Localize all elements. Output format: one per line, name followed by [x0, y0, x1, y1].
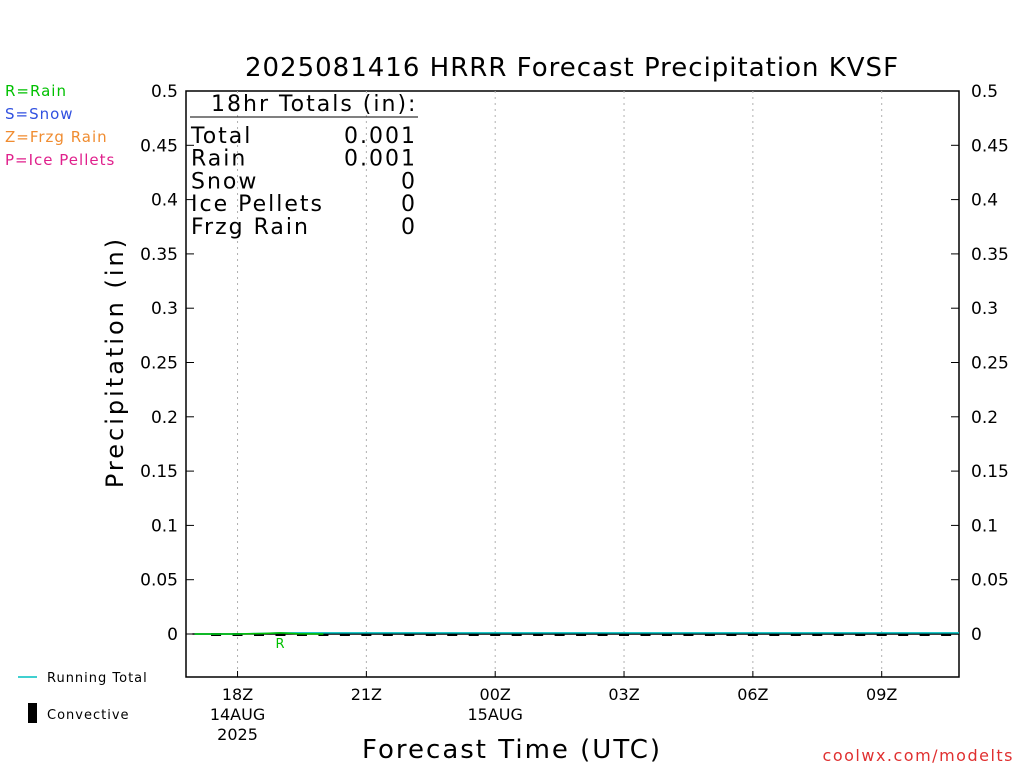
- totals-row-label: Snow: [191, 169, 258, 194]
- y-tick-label-right: 0.05: [971, 571, 1009, 591]
- convective-bar: [941, 633, 952, 636]
- data-series: R: [192, 632, 959, 652]
- y-tick-label-right: 0.25: [971, 354, 1009, 374]
- y-tick-label-right: 0.1: [971, 516, 998, 536]
- convective-bar: [275, 633, 286, 636]
- running-total-legend-label: Running Total: [47, 671, 148, 686]
- precip-type-legend: R=Rain S=Snow Z=Frzg Rain P=Ice Pellets: [5, 82, 115, 169]
- convective-bar: [490, 633, 501, 636]
- totals-row-value: 0: [401, 169, 417, 194]
- y-tick-label: 0.35: [140, 245, 178, 265]
- convective-bar: [254, 633, 265, 636]
- y-tick-label-right: 0: [971, 625, 982, 645]
- bottom-legend: Running Total Convective: [18, 671, 148, 723]
- x-tick-label: 18Z: [222, 685, 253, 704]
- convective-bar: [382, 633, 393, 636]
- totals-row-label: Ice Pellets: [191, 192, 324, 217]
- convective-bar: [597, 633, 608, 636]
- convective-legend-label: Convective: [47, 708, 130, 723]
- convective-bar: [898, 633, 909, 636]
- convective-bar: [833, 633, 844, 636]
- y-tick-label: 0.2: [151, 408, 178, 428]
- x-tick-date: 14AUG: [210, 705, 265, 724]
- convective-bar: [726, 633, 737, 636]
- convective-bar: [404, 633, 415, 636]
- type-legend-item: S=Snow: [5, 105, 74, 123]
- totals-row-value: 0: [401, 215, 417, 240]
- y-tick-label: 0.3: [151, 299, 178, 319]
- x-tick-year: 2025: [217, 725, 258, 744]
- totals-row-label: Total: [190, 124, 252, 149]
- convective-bar: [747, 633, 758, 636]
- plot-frame: [185, 90, 960, 678]
- y-tick-label-right: 0.2: [971, 408, 998, 428]
- type-legend-item: P=Ice Pellets: [5, 151, 115, 169]
- y-tick-label: 0: [167, 625, 178, 645]
- vertical-gridlines: [237, 91, 883, 677]
- type-legend-item: R=Rain: [5, 82, 67, 100]
- chart-title: 2025081416 HRRR Forecast Precipitation K…: [245, 53, 899, 83]
- y-axis-left: 0.5 0.45 0.4 0.35 0.3 0.25 0.2 0.15 0.1 0.05 0: [140, 82, 194, 645]
- totals-row-value: 0.001: [344, 124, 417, 149]
- y-tick-label: 0.15: [140, 462, 178, 482]
- convective-bar: [855, 633, 866, 636]
- precip-type-marker: R: [275, 637, 285, 652]
- y-tick-label: 0.5: [151, 82, 178, 102]
- y-tick-label-right: 0.45: [971, 136, 1009, 156]
- x-tick-label: 21Z: [351, 685, 382, 704]
- convective-bar: [576, 633, 587, 636]
- y-axis-label: Precipitation (in): [101, 236, 129, 488]
- convective-bar: [533, 633, 544, 636]
- convective-bar: [296, 633, 307, 636]
- x-tick-label: 06Z: [737, 685, 768, 704]
- x-tick-date: 15AUG: [467, 705, 522, 724]
- convective-bar: [511, 633, 522, 636]
- y-tick-label-right: 0.35: [971, 245, 1009, 265]
- convective-bar: [447, 633, 458, 636]
- convective-bar: [790, 633, 801, 636]
- convective-bar: [554, 633, 565, 636]
- convective-bar: [619, 633, 630, 636]
- x-tick-label: 00Z: [480, 685, 511, 704]
- convective-bar: [769, 633, 780, 636]
- y-tick-label: 0.45: [140, 136, 178, 156]
- type-legend-item: Z=Frzg Rain: [5, 128, 108, 146]
- convective-bar: [812, 633, 823, 636]
- running-total-line: [194, 632, 959, 635]
- footer-credit: coolwx.com/modelts: [823, 746, 1014, 765]
- y-tick-label: 0.1: [151, 516, 178, 536]
- y-tick-label: 0.25: [140, 354, 178, 374]
- convective-bar: [425, 633, 436, 636]
- totals-heading: 18hr Totals (in):: [211, 92, 417, 117]
- totals-box: 18hr Totals (in): Total 0.001 Rain 0.001 Sno…: [190, 92, 418, 240]
- x-axis-label: Forecast Time (UTC): [362, 735, 662, 765]
- y-tick-label: 0.05: [140, 571, 178, 591]
- convective-bar: [876, 633, 887, 636]
- convective-bar: [640, 633, 651, 636]
- y-tick-label-right: 0.4: [971, 191, 998, 211]
- y-axis-right: 0.5 0.45 0.4 0.35 0.3 0.25 0.2 0.15 0.1 0.05 0: [951, 82, 1009, 645]
- y-tick-label-right: 0.15: [971, 462, 1009, 482]
- totals-row-label: Frzg Rain: [191, 215, 310, 240]
- convective-bar: [683, 633, 694, 636]
- convective-bar: [339, 633, 350, 636]
- x-tick-label: 09Z: [866, 685, 897, 704]
- y-tick-label-right: 0.3: [971, 299, 998, 319]
- totals-row-value: 0: [401, 192, 417, 217]
- convective-bar: [361, 633, 372, 636]
- convective-bar: [318, 633, 329, 636]
- convective-swatch: [28, 703, 37, 723]
- convective-bar: [468, 633, 479, 636]
- totals-row-value: 0.001: [344, 147, 417, 172]
- convective-bar: [661, 633, 672, 636]
- convective-bar: [704, 633, 715, 636]
- convective-bar: [919, 633, 930, 636]
- totals-row-label: Rain: [191, 147, 247, 172]
- rain-line: [194, 632, 324, 635]
- x-tick-label: 03Z: [608, 685, 639, 704]
- y-tick-label-right: 0.5: [971, 82, 998, 102]
- y-tick-label: 0.4: [151, 191, 178, 211]
